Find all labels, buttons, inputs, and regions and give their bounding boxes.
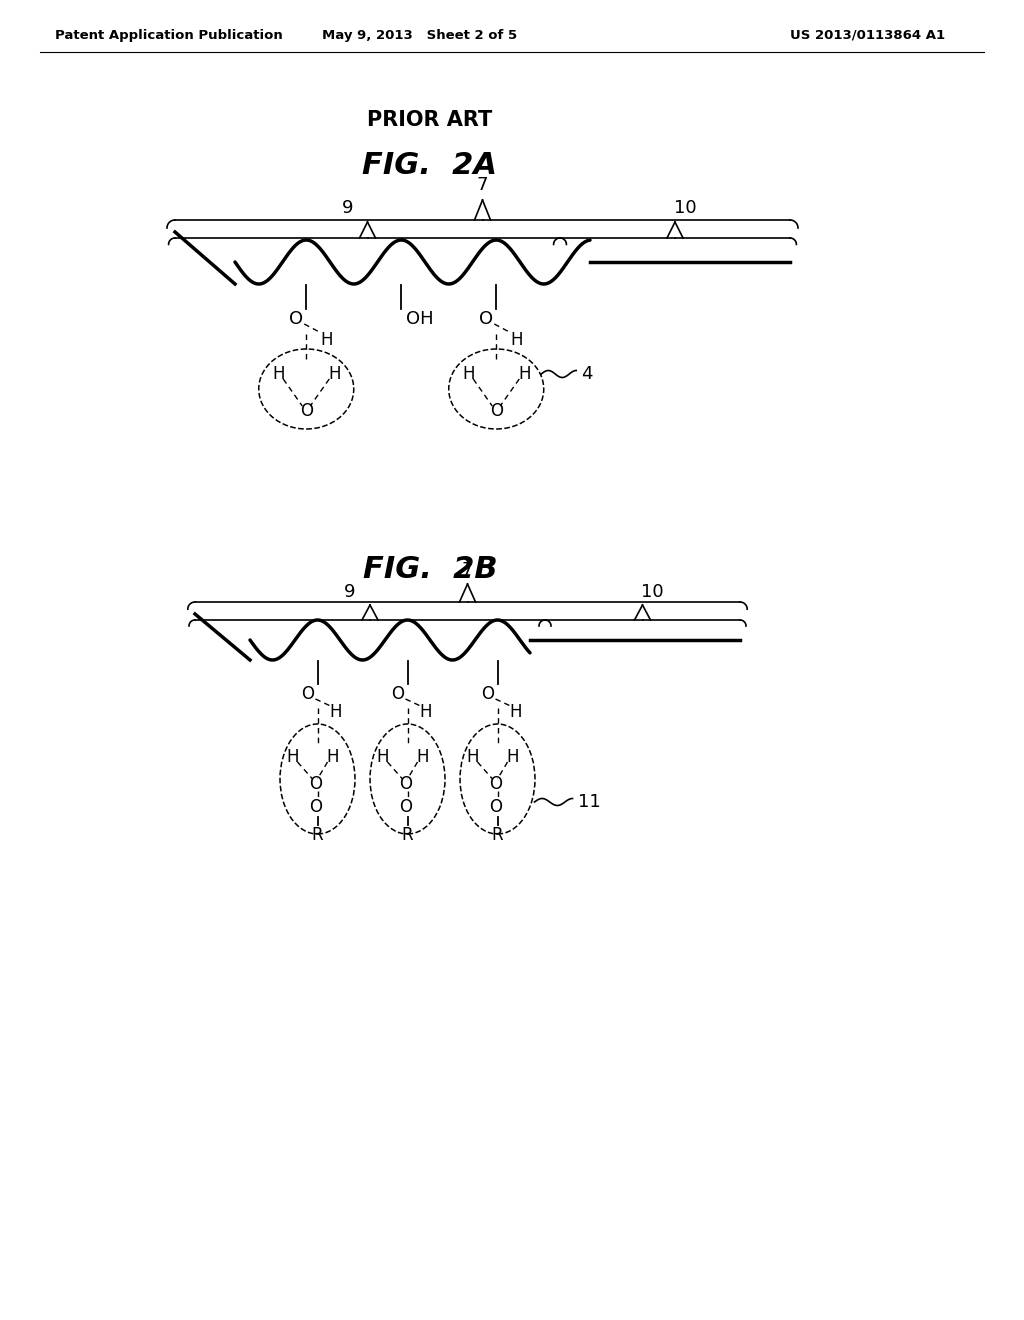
Text: O: O <box>399 799 412 816</box>
Text: H: H <box>287 748 299 766</box>
Text: 9: 9 <box>342 199 353 216</box>
Text: O: O <box>479 310 494 327</box>
Text: O: O <box>489 799 502 816</box>
Text: US 2013/0113864 A1: US 2013/0113864 A1 <box>790 29 945 41</box>
Text: H: H <box>330 704 342 721</box>
Text: O: O <box>489 403 503 420</box>
Text: OH: OH <box>407 310 434 327</box>
Text: H: H <box>506 748 519 766</box>
Text: 10: 10 <box>641 583 664 601</box>
Text: H: H <box>462 366 474 383</box>
Text: 4: 4 <box>582 366 593 383</box>
Text: 7: 7 <box>477 176 488 194</box>
Text: H: H <box>518 366 530 383</box>
Text: FIG.  2A: FIG. 2A <box>362 150 498 180</box>
Text: H: H <box>327 748 339 766</box>
Text: May 9, 2013   Sheet 2 of 5: May 9, 2013 Sheet 2 of 5 <box>323 29 517 41</box>
Text: O: O <box>309 775 322 793</box>
Text: O: O <box>309 799 322 816</box>
Text: H: H <box>510 331 522 348</box>
Text: R: R <box>311 826 324 843</box>
Text: O: O <box>300 403 312 420</box>
Text: FIG.  2B: FIG. 2B <box>362 556 498 585</box>
Text: O: O <box>301 685 314 704</box>
Text: H: H <box>466 748 479 766</box>
Text: 10: 10 <box>674 199 696 216</box>
Text: H: H <box>419 704 432 721</box>
Text: Patent Application Publication: Patent Application Publication <box>55 29 283 41</box>
Text: R: R <box>401 826 414 843</box>
Text: 9: 9 <box>344 583 355 601</box>
Text: H: H <box>416 748 429 766</box>
Text: 7: 7 <box>462 561 473 579</box>
Text: H: H <box>272 366 285 383</box>
Text: H: H <box>319 331 333 348</box>
Text: PRIOR ART: PRIOR ART <box>368 110 493 129</box>
Text: O: O <box>481 685 494 704</box>
Text: H: H <box>509 704 522 721</box>
Text: H: H <box>328 366 341 383</box>
Text: H: H <box>376 748 389 766</box>
Text: 11: 11 <box>578 793 600 810</box>
Text: O: O <box>489 775 502 793</box>
Text: O: O <box>399 775 412 793</box>
Text: O: O <box>289 310 303 327</box>
Text: O: O <box>391 685 404 704</box>
Text: R: R <box>492 826 504 843</box>
